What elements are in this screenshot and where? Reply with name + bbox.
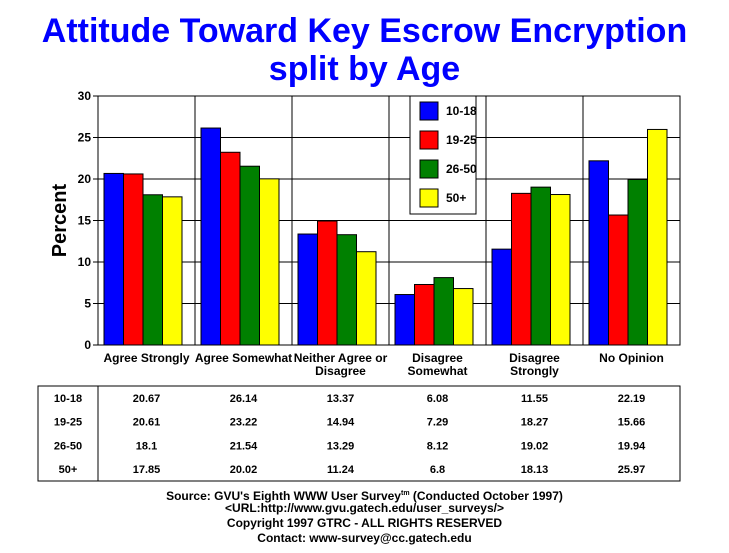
table-row-header: 26-50 <box>54 440 82 452</box>
bar-26-50 <box>433 277 454 346</box>
table-cell: 8.12 <box>427 440 448 452</box>
table-cell: 14.94 <box>327 417 355 429</box>
table-cell: 26.14 <box>230 393 258 405</box>
bar-50+ <box>259 178 280 346</box>
table-cell: 20.67 <box>133 393 161 405</box>
bar-10-18 <box>200 127 221 346</box>
table-cell: 23.22 <box>230 417 258 429</box>
y-tick-label: 0 <box>84 338 91 352</box>
legend-label: 50+ <box>446 191 466 205</box>
category-label: No Opinion <box>599 351 664 365</box>
legend-label: 19-25 <box>446 133 477 147</box>
y-tick-label: 10 <box>78 255 92 269</box>
table-row-header: 19-25 <box>54 417 82 429</box>
category-label: Disagree <box>315 364 366 378</box>
source-text: Source: GVU's Eighth WWW User Survey <box>166 489 401 503</box>
bar-26-50 <box>142 194 163 346</box>
table-cell: 20.61 <box>133 417 161 429</box>
y-tick-label: 5 <box>84 297 91 311</box>
category-label: Neither Agree or <box>294 351 388 365</box>
bar-19-25 <box>220 151 241 346</box>
category-label: Somewhat <box>407 364 467 378</box>
bar-26-50 <box>336 234 357 346</box>
table-cell: 21.54 <box>230 440 258 452</box>
category-label: Disagree <box>509 351 560 365</box>
legend-label: 10-18 <box>446 104 477 118</box>
table-cell: 17.85 <box>133 464 161 476</box>
source-line: Source: GVU's Eighth WWW User Surveytm (… <box>0 486 729 504</box>
table-cell: 19.02 <box>521 440 549 452</box>
contact-text[interactable]: Contact: www-survey@cc.gatech.edu <box>257 531 472 545</box>
table-cell: 6.08 <box>427 393 448 405</box>
bar-50+ <box>356 251 377 346</box>
copyright-text: Copyright 1997 GTRC - ALL RIGHTS RESERVE… <box>226 516 503 530</box>
table-cell: 18.27 <box>521 417 549 429</box>
table-cell: 11.24 <box>327 464 355 476</box>
legend-swatch-26-50 <box>419 159 439 179</box>
bar-50+ <box>453 288 474 346</box>
table-cell: 15.66 <box>618 417 646 429</box>
bar-26-50 <box>530 186 551 346</box>
y-tick-label: 20 <box>78 172 92 186</box>
y-tick-label: 15 <box>78 214 92 228</box>
bar-50+ <box>647 128 668 346</box>
y-tick-label: 30 <box>78 89 92 103</box>
legend-swatch-19-25 <box>419 130 439 150</box>
table-cell: 25.97 <box>618 464 646 476</box>
bar-50+ <box>550 194 571 346</box>
table-cell: 18.13 <box>521 464 549 476</box>
category-label: Agree Somewhat <box>195 351 292 365</box>
legend-label: 26-50 <box>446 162 477 176</box>
bar-10-18 <box>103 172 124 346</box>
bar-50+ <box>162 196 183 346</box>
bar-19-25 <box>123 173 144 346</box>
table-cell: 20.02 <box>230 464 258 476</box>
table-cell: 11.55 <box>521 393 548 405</box>
table-cell: 7.29 <box>427 417 448 429</box>
trademark-mark: tm <box>400 490 410 497</box>
table-cell: 6.8 <box>430 464 445 476</box>
legend-swatch-10-18 <box>419 101 439 121</box>
source-date: (Conducted October 1997) <box>409 489 563 503</box>
bar-10-18 <box>394 294 415 346</box>
bar-10-18 <box>491 248 512 346</box>
bar-19-25 <box>511 192 532 346</box>
table-cell: 19.94 <box>618 440 646 452</box>
table-cell: 22.19 <box>618 393 646 405</box>
table-cell: 18.1 <box>136 440 157 452</box>
data-table <box>37 385 681 482</box>
bar-19-25 <box>608 214 629 346</box>
source-url[interactable]: <URL:http://www.gvu.gatech.edu/user_surv… <box>225 501 504 515</box>
category-label: Strongly <box>510 364 559 378</box>
table-cell: 13.37 <box>327 393 355 405</box>
y-tick-label: 25 <box>78 131 92 145</box>
table-row-header: 50+ <box>59 464 78 476</box>
table-row-header: 10-18 <box>54 393 82 405</box>
y-axis-label: Percent <box>49 183 71 257</box>
chart-title: Attitude Toward Key Escrow Encryption <box>41 12 688 50</box>
bar-26-50 <box>627 178 648 346</box>
table-cell: 13.29 <box>327 440 355 452</box>
legend-swatch-50+ <box>419 188 439 208</box>
bar-19-25 <box>317 220 338 346</box>
bar-10-18 <box>588 160 609 346</box>
bar-26-50 <box>239 165 260 346</box>
category-label: Agree Strongly <box>103 351 189 365</box>
bar-19-25 <box>414 283 435 346</box>
bar-10-18 <box>297 233 318 346</box>
category-label: Disagree <box>412 351 463 365</box>
chart-subtitle: split by Age <box>268 50 461 88</box>
